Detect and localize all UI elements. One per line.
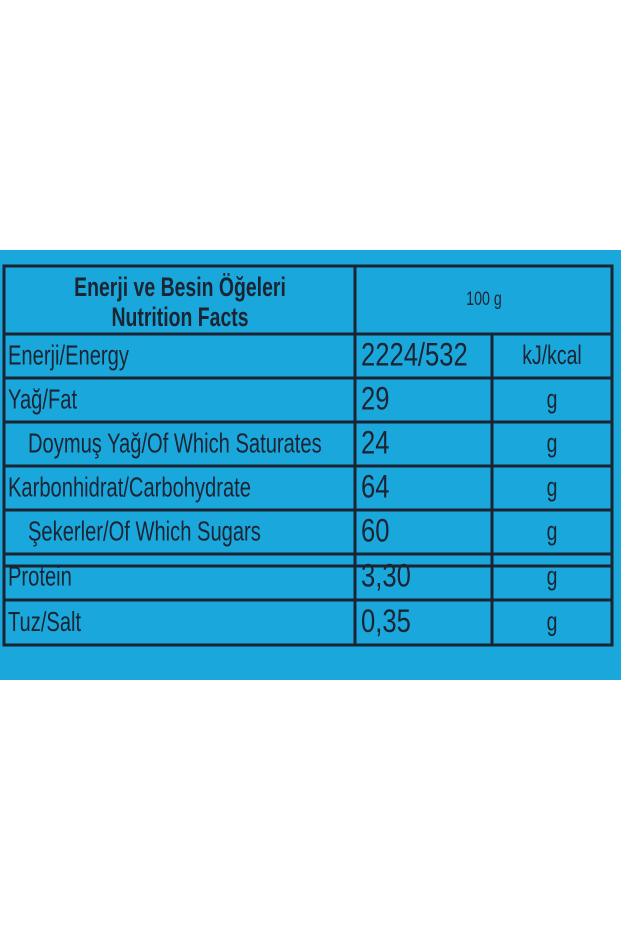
row-label: Tuz/Salt	[8, 607, 81, 638]
row-value: 24	[361, 426, 389, 461]
row-label: Yağ/Fat	[8, 384, 77, 415]
header-title: Enerji ve Besin Öğeleri	[74, 272, 286, 302]
row-value: 64	[361, 470, 389, 505]
row-value: 60	[361, 514, 389, 549]
row-unit: g	[547, 561, 558, 591]
header-amount: 100 g	[466, 288, 502, 309]
row-unit: g	[547, 428, 558, 458]
row-value: 3,30	[361, 559, 411, 594]
row-value: 0,35	[361, 604, 411, 639]
row-label: Karbonhidrat/Carbohydrate	[8, 472, 251, 503]
row-unit: kJ/kcal	[522, 340, 581, 370]
row-unit: g	[547, 384, 558, 414]
row-label: Enerji/Energy	[8, 340, 130, 371]
table-border	[2, 264, 614, 647]
row-unit: g	[547, 472, 558, 502]
header-title: Nutrition Facts	[111, 302, 248, 332]
row-label: Şekerler/Of Which Sugars	[28, 516, 261, 547]
row-label: Doymuş Yağ/Of Which Saturates	[28, 428, 322, 459]
row-value: 2224/532	[361, 338, 468, 373]
row-unit: g	[547, 607, 558, 637]
row-unit: g	[547, 516, 558, 546]
row-value: 29	[361, 382, 389, 417]
